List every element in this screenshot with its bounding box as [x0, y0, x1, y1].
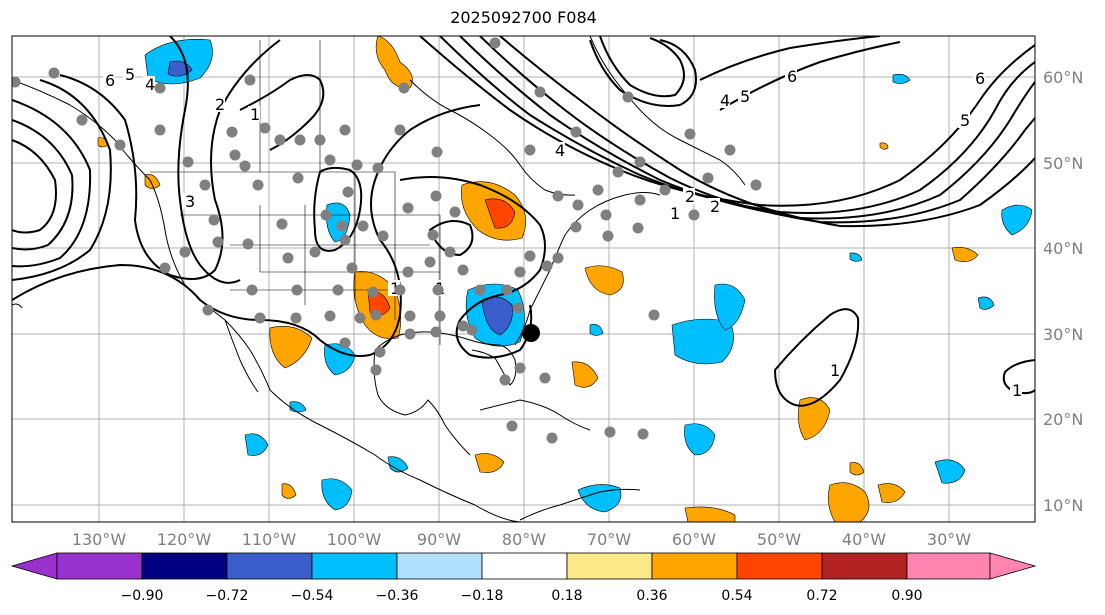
colorbar-segment — [482, 553, 567, 579]
lon-label: 100°W — [327, 530, 382, 549]
colorbar-segment — [652, 553, 737, 579]
colorbar-tick-label: 0.72 — [806, 588, 837, 604]
lon-label: 90°W — [417, 530, 461, 549]
colorbar-segment — [907, 553, 990, 579]
lon-label: 80°W — [502, 530, 546, 549]
lon-label: 40°W — [842, 530, 886, 549]
contour-label: 6 — [787, 67, 797, 86]
contour-label: 2 — [215, 95, 225, 114]
contour-label: 2 — [710, 197, 720, 216]
target-location-marker — [522, 324, 540, 342]
lat-label: 60°N — [1043, 68, 1083, 87]
colorbar-segment — [312, 553, 397, 579]
colorbar-tick-label: −0.54 — [291, 588, 334, 604]
colorbar-tick-label: 0.36 — [636, 588, 667, 604]
lat-label: 50°N — [1043, 154, 1083, 173]
colorbar-segment — [227, 553, 312, 579]
colorbar-tick-label: −0.36 — [376, 588, 419, 604]
lon-label: 130°W — [72, 530, 127, 549]
colorbar-tick-label: −0.72 — [206, 588, 249, 604]
colorbar-tick-label: 0.54 — [721, 588, 752, 604]
longitude-labels: 130°W 120°W 110°W 100°W 90°W 80°W 70°W 6… — [72, 530, 971, 549]
lat-label: 10°N — [1043, 496, 1083, 515]
colorbar-segment — [567, 553, 652, 579]
contour-label: 2 — [685, 187, 695, 206]
lon-label: 50°W — [757, 530, 801, 549]
colorbar-segment — [142, 553, 227, 579]
contour-label: 6 — [975, 69, 985, 88]
contour-label: 1 — [670, 204, 680, 223]
latitude-labels: 60°N 50°N 40°N 30°N 20°N 10°N — [1043, 68, 1083, 515]
colorbar-tick-label: 0.90 — [891, 588, 922, 604]
contour-label: 5 — [960, 111, 970, 130]
contour-label: 3 — [185, 192, 195, 211]
contour-label: 4 — [555, 141, 565, 160]
colorbar-tick-label: −0.18 — [461, 588, 504, 604]
colorbar-segment — [397, 553, 482, 579]
colorbar — [12, 553, 1035, 579]
contour-label: 4 — [720, 91, 730, 110]
contour-label: 5 — [125, 65, 135, 84]
colorbar-segment — [822, 553, 907, 579]
lat-label: 20°N — [1043, 410, 1083, 429]
contour-label: 1 — [830, 361, 840, 380]
lon-label: 120°W — [157, 530, 212, 549]
lat-label: 40°N — [1043, 239, 1083, 258]
contour-label: 1 — [1012, 381, 1022, 400]
contour-label: 5 — [740, 87, 750, 106]
colorbar-tick-label: −0.90 — [121, 588, 164, 604]
lon-label: 60°W — [672, 530, 716, 549]
colorbar-ticks: −0.90 −0.72 −0.54 −0.36 −0.18 0.18 0.36 … — [121, 588, 923, 604]
contour-label: 1 — [250, 105, 260, 124]
colorbar-segment — [57, 553, 142, 579]
colorbar-tick-label: 0.18 — [551, 588, 582, 604]
colorbar-extend-low — [12, 553, 57, 579]
colorbar-extend-high — [990, 553, 1035, 579]
lon-label: 30°W — [927, 530, 971, 549]
lat-label: 30°N — [1043, 325, 1083, 344]
contour-label: 6 — [105, 71, 115, 90]
contour-label: 4 — [145, 75, 155, 94]
lon-label: 110°W — [242, 530, 297, 549]
lon-label: 70°W — [587, 530, 631, 549]
colorbar-segment — [737, 553, 822, 579]
